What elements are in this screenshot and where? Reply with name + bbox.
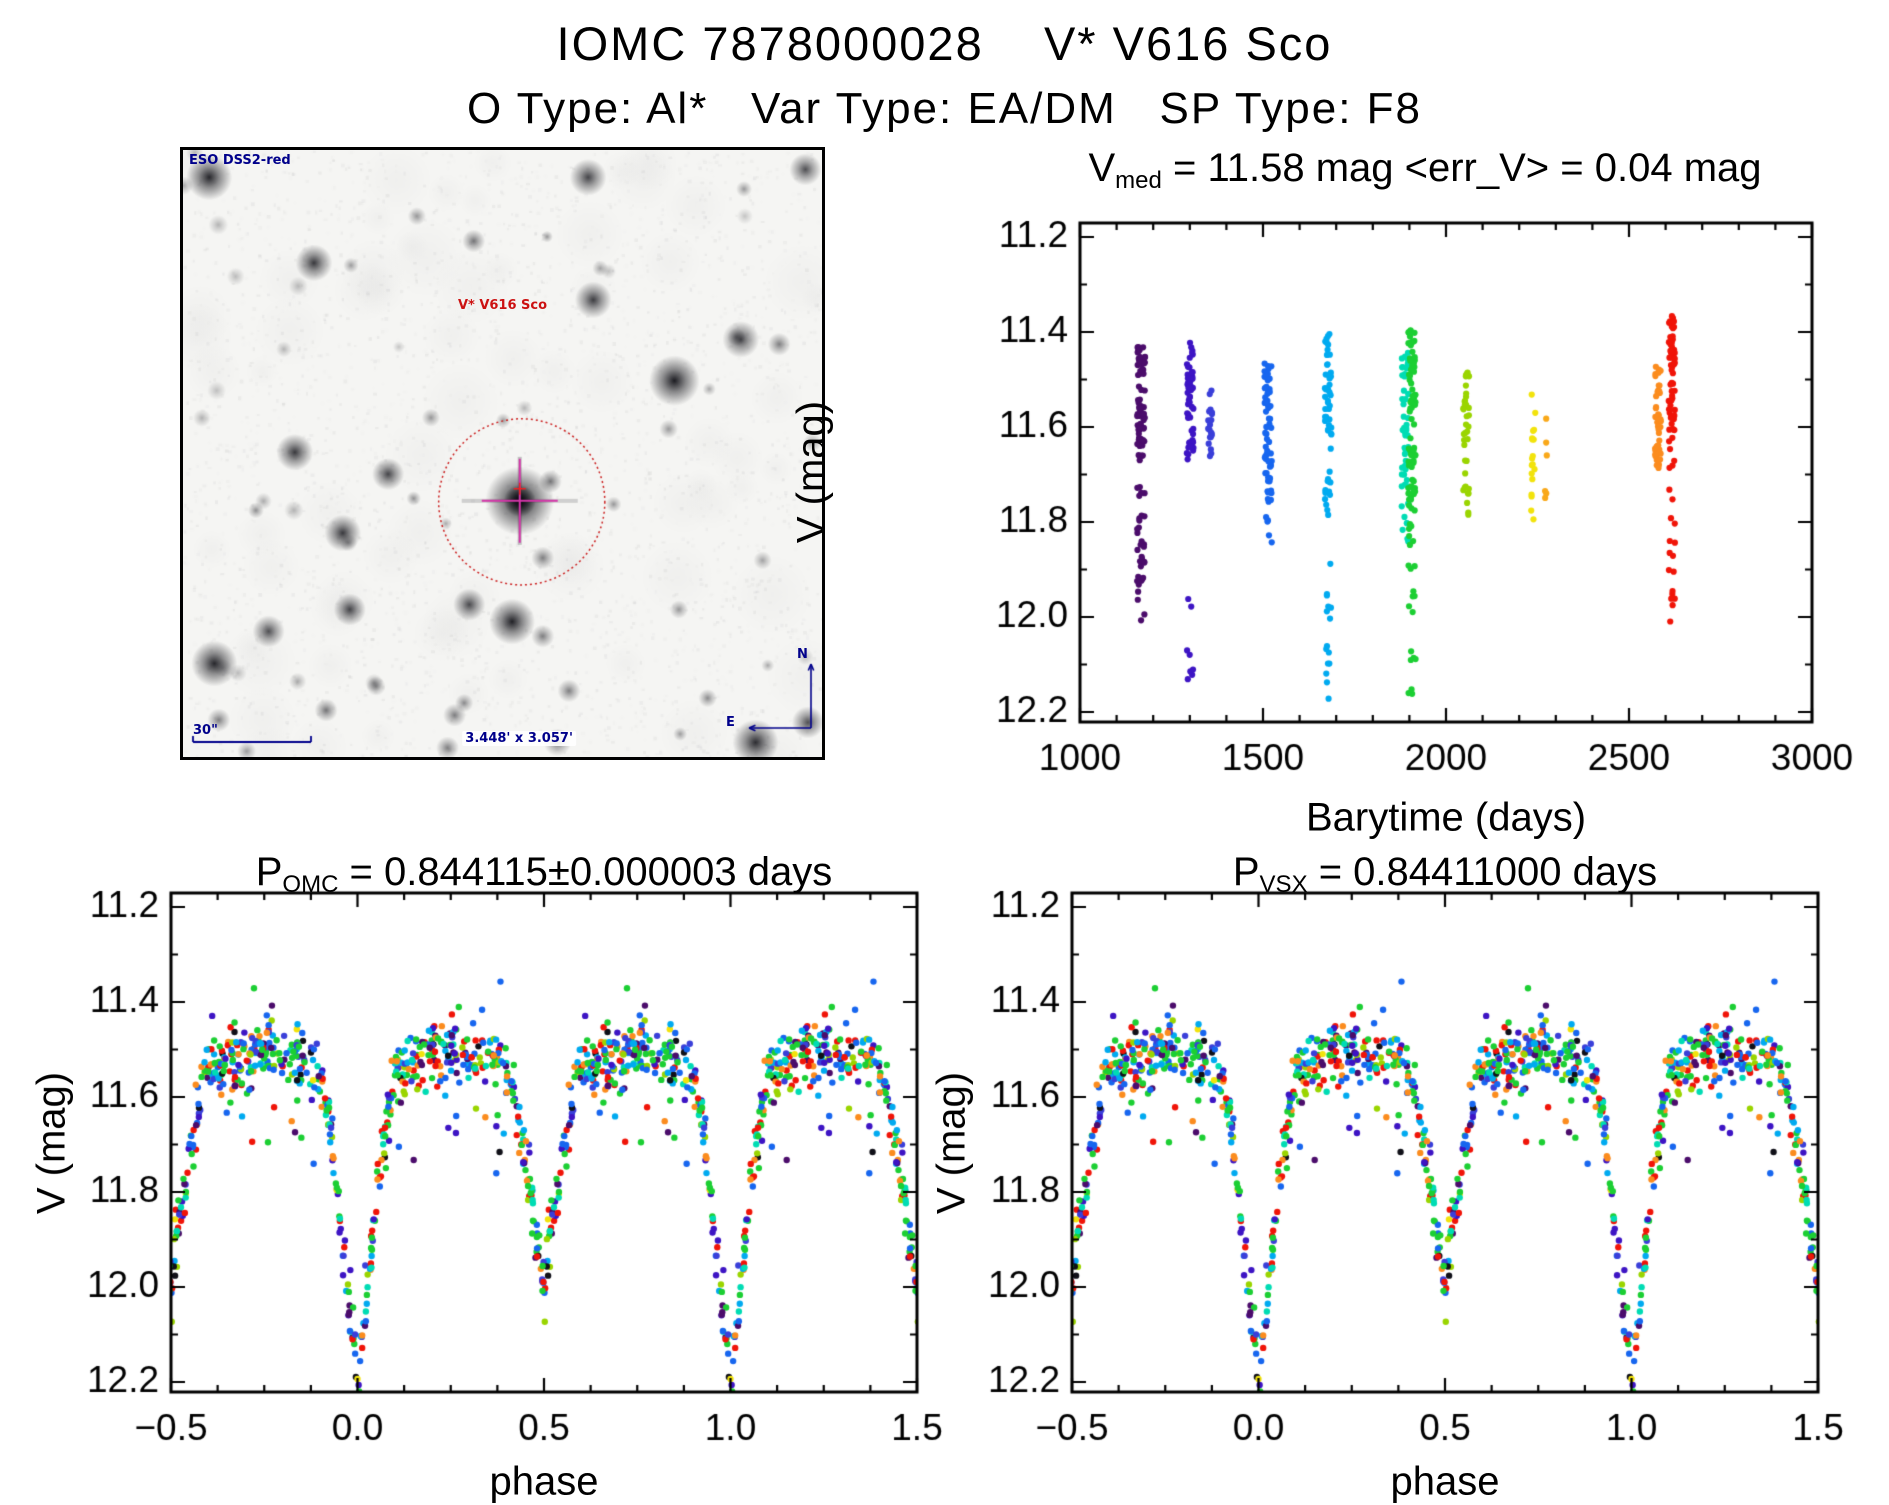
pvsx-symbol: P bbox=[1232, 850, 1260, 894]
field-of-view-label: 3.448' x 3.057' bbox=[462, 731, 576, 746]
vmed-subscript: med bbox=[1115, 167, 1162, 195]
phase-vsx-x-axis-title: phase bbox=[1390, 1459, 1500, 1504]
vmed-value-text: = 11.58 mag <err_V> = 0.04 mag bbox=[1161, 146, 1762, 190]
scale-bar-label: 30" bbox=[193, 723, 218, 738]
phase-vsx-y-axis-title: V (mag) bbox=[929, 1071, 974, 1215]
star-field-image bbox=[183, 150, 822, 757]
compass-north-label: N bbox=[797, 647, 808, 662]
phase-vsx-plot-title: PVSX = 0.84411000 days bbox=[1065, 850, 1825, 899]
timeseries-y-axis-title: V (mag) bbox=[789, 400, 834, 544]
pvsx-subscript: VSX bbox=[1259, 871, 1308, 899]
timeseries-x-axis-title: Barytime (days) bbox=[1305, 795, 1587, 840]
pomc-symbol: P bbox=[255, 850, 283, 894]
target-name-label: V* V616 Sco bbox=[457, 298, 548, 313]
compass-east-label: E bbox=[726, 715, 735, 730]
vmed-symbol: V bbox=[1088, 146, 1116, 190]
pomc-value-text: = 0.844115±0.000003 days bbox=[338, 850, 833, 894]
timeseries-plot-title: Vmed = 11.58 mag <err_V> = 0.04 mag bbox=[1005, 146, 1845, 195]
pomc-subscript: OMC bbox=[282, 871, 339, 899]
survey-label: ESO DSS2-red bbox=[189, 153, 291, 168]
pvsx-value-text: = 0.84411000 days bbox=[1307, 850, 1658, 894]
finding-chart: ESO DSS2-red V* V616 Sco 30" 3.448' x 3.… bbox=[180, 147, 825, 760]
phase-omc-plot-title: POMC = 0.844115±0.000003 days bbox=[164, 850, 924, 899]
phase-omc-y-axis-title: V (mag) bbox=[29, 1071, 74, 1215]
phase-omc-x-axis-title: phase bbox=[489, 1459, 599, 1504]
